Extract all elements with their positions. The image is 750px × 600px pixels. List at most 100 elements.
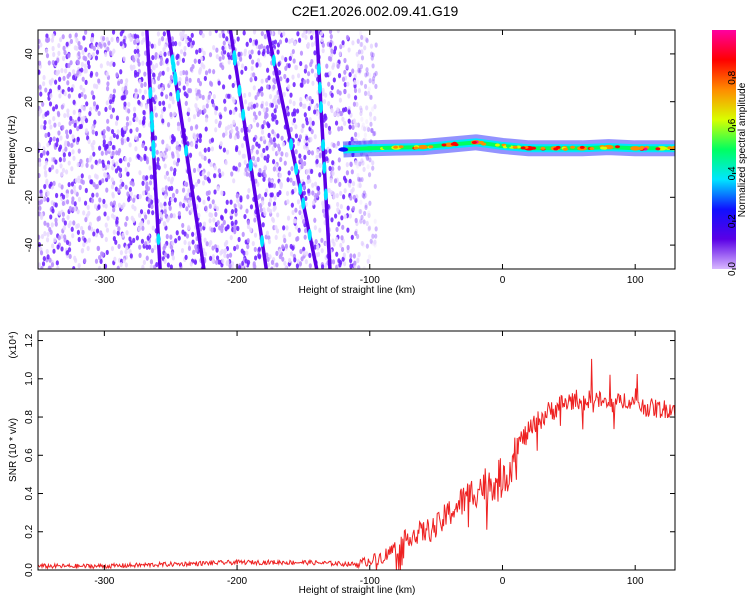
noise-cell [232, 109, 236, 115]
carrier-hotspot [471, 140, 477, 144]
noise-cell [359, 80, 364, 86]
noise-cell [187, 117, 191, 123]
noise-cell [76, 229, 81, 235]
noise-cell [67, 141, 71, 148]
noise-cell [242, 153, 247, 159]
noise-cell [92, 151, 96, 157]
noise-cell [119, 69, 123, 75]
noise-cell [74, 32, 78, 38]
noise-cell [38, 143, 41, 149]
noise-cell [365, 125, 369, 131]
noise-cell [254, 76, 258, 82]
noise-cell [285, 107, 289, 114]
noise-cell [308, 263, 312, 269]
noise-cell [67, 62, 71, 69]
noise-cell [369, 127, 374, 133]
noise-cell [214, 110, 218, 116]
noise-cell [274, 224, 278, 231]
noise-cell [115, 134, 119, 140]
streak-line [265, 30, 319, 269]
noise-cell [320, 237, 324, 243]
noise-cell [243, 213, 247, 220]
noise-cell [272, 159, 276, 165]
noise-cell [176, 60, 180, 66]
noise-cell [59, 163, 63, 169]
noise-cell [56, 244, 60, 250]
noise-cell [163, 243, 167, 249]
noise-cell [214, 118, 218, 125]
noise-cell [70, 87, 74, 93]
noise-cell [218, 32, 222, 39]
noise-cell [132, 237, 136, 244]
noise-cell [60, 104, 64, 110]
noise-cell [247, 102, 252, 108]
noise-cell [57, 235, 61, 241]
noise-cell [360, 116, 364, 122]
noise-cell [171, 41, 175, 47]
noise-cell [310, 129, 314, 135]
noise-cell [181, 57, 186, 63]
noise-cell [370, 55, 374, 61]
noise-cell [49, 181, 53, 187]
noise-cell [153, 43, 157, 49]
noise-cell [151, 63, 155, 70]
noise-cell [79, 84, 83, 90]
noise-cell [63, 112, 67, 119]
noise-cell [68, 220, 72, 226]
noise-cell [296, 73, 301, 79]
noise-cell [278, 181, 283, 187]
noise-cell [259, 136, 263, 142]
noise-cell [210, 227, 214, 233]
noise-cell [81, 229, 85, 236]
noise-cell [238, 265, 242, 269]
noise-cell [106, 215, 110, 221]
noise-cell [332, 77, 336, 83]
noise-cell [185, 233, 190, 239]
noise-cell [340, 235, 344, 241]
noise-cell [233, 226, 237, 233]
noise-cell [82, 241, 86, 248]
noise-cell [163, 201, 167, 207]
noise-cell [69, 38, 74, 45]
noise-cell [83, 63, 87, 69]
noise-cell [38, 205, 42, 211]
noise-cell [82, 210, 86, 216]
noise-cell [215, 53, 219, 60]
noise-cell [55, 70, 59, 76]
noise-cell [289, 126, 293, 132]
noise-cell [298, 261, 303, 267]
noise-cell [187, 107, 191, 113]
x-tick-label: -200 [227, 576, 247, 587]
noise-cell [358, 182, 362, 189]
noise-cell [218, 56, 222, 62]
noise-cell [190, 141, 194, 148]
noise-cell [277, 99, 281, 105]
noise-cell [109, 93, 113, 99]
noise-cell [84, 79, 88, 85]
noise-cell [42, 146, 46, 152]
noise-cell [128, 157, 132, 163]
noise-cell [278, 166, 282, 172]
carrier-hotspot [579, 145, 585, 149]
noise-cell [340, 111, 344, 117]
noise-cell [235, 193, 239, 199]
noise-cell [231, 82, 235, 89]
noise-cell [232, 98, 236, 104]
noise-cell [366, 164, 370, 170]
noise-cell [212, 69, 216, 75]
noise-cell [360, 125, 365, 131]
noise-cell [362, 126, 367, 132]
noise-cell [318, 152, 322, 158]
noise-cell [334, 120, 339, 126]
noise-cell [270, 192, 274, 198]
noise-cell [42, 81, 46, 87]
noise-cell [64, 146, 68, 152]
noise-cell [107, 40, 111, 46]
noise-cell [143, 155, 147, 161]
noise-cell [183, 51, 187, 57]
carrier-point [338, 147, 349, 152]
noise-cell [57, 130, 61, 136]
noise-cell [109, 136, 113, 142]
noise-cell [220, 223, 224, 229]
